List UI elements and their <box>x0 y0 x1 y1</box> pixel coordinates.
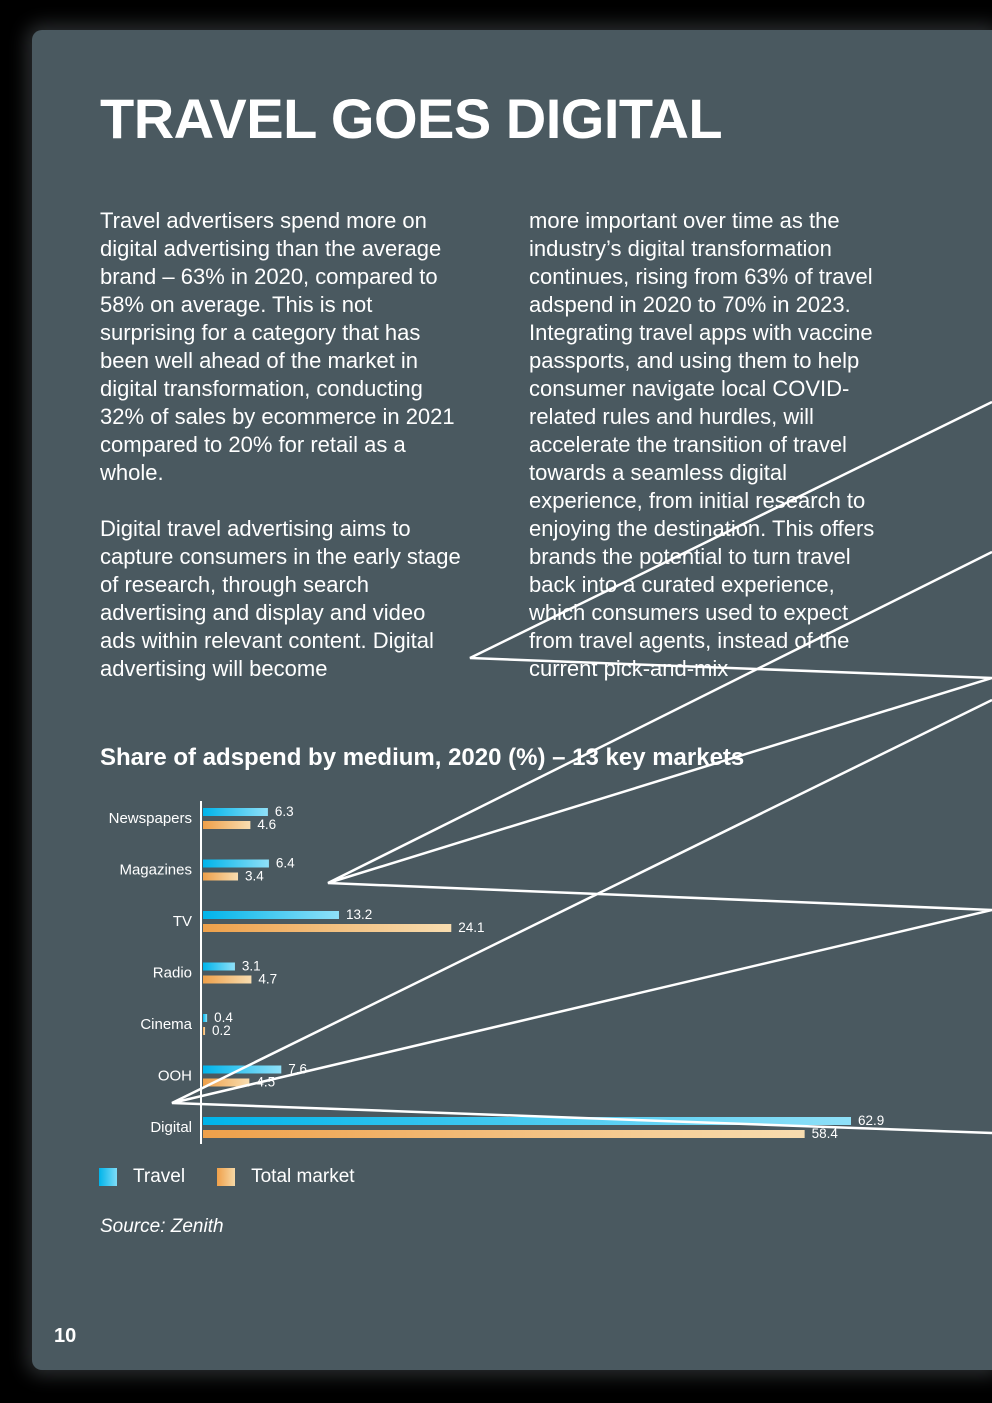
body-column-left: Travel advertisers spend more on digital… <box>100 207 465 711</box>
category-label: Newspapers <box>109 810 192 827</box>
data-label: 13.2 <box>346 907 372 922</box>
data-label: 62.9 <box>858 1113 884 1128</box>
body-paragraph: Travel advertisers spend more on digital… <box>100 208 455 485</box>
category-label: OOH <box>158 1068 192 1085</box>
source-note: Source: Zenith <box>100 1216 224 1237</box>
legend-label-travel: Travel <box>133 1166 186 1187</box>
body-paragraph: more important over time as the industry… <box>529 208 875 681</box>
category-label: Digital <box>150 1119 192 1136</box>
data-label: 7.6 <box>288 1062 307 1077</box>
bar-chart: Newspapers 6.34.6 Magazines 6.4 3.4 TV 13.2 24.… <box>109 801 884 1144</box>
category-label: TV <box>173 913 192 930</box>
body-paragraph: Digital travel advertising aims to captu… <box>100 516 461 681</box>
page-title: TRAVEL GOES DIGITAL <box>100 87 723 150</box>
bar-total-market <box>203 821 251 829</box>
legend-item-total-market: Total market <box>217 1166 355 1188</box>
bar-total-market <box>203 924 452 932</box>
legend-label-total-market: Total market <box>251 1166 355 1187</box>
legend-swatch-total-market <box>217 1168 236 1186</box>
category-label: Cinema <box>140 1016 192 1033</box>
data-label: 58.4 <box>812 1126 839 1141</box>
data-label: 24.1 <box>458 920 484 935</box>
bar-travel <box>203 1014 208 1022</box>
bar-total-market <box>203 1130 805 1138</box>
data-label: 3.4 <box>245 869 264 884</box>
bar-travel <box>203 1065 282 1074</box>
bar-travel <box>203 911 339 919</box>
data-label: 4.5 <box>256 1075 275 1090</box>
page-number: 10 <box>54 1325 77 1347</box>
bar-total-market <box>203 872 239 881</box>
bar-travel <box>203 808 268 816</box>
data-label: 4.7 <box>258 972 277 987</box>
legend-item-travel: Travel <box>99 1166 185 1188</box>
bar-total-market <box>203 1078 250 1087</box>
data-label: 6.3 <box>275 804 294 819</box>
data-label: 6.4 <box>276 856 295 871</box>
legend-swatch-travel <box>99 1168 117 1186</box>
chart-legend: Travel Total market <box>99 1166 387 1188</box>
bar-travel <box>203 859 269 868</box>
category-label: Radio <box>153 965 192 982</box>
data-label: 0.2 <box>212 1023 231 1038</box>
bar-travel <box>203 962 235 971</box>
bar-total-market <box>203 975 252 984</box>
category-label: Magazines <box>119 862 192 879</box>
body-column-right: more important over time as the industry… <box>529 207 891 711</box>
bar-total-market <box>203 1027 206 1035</box>
bar-travel <box>203 1117 851 1125</box>
data-label: 4.6 <box>257 817 276 832</box>
chart-title: Share of adspend by medium, 2020 (%) – 1… <box>100 744 745 771</box>
